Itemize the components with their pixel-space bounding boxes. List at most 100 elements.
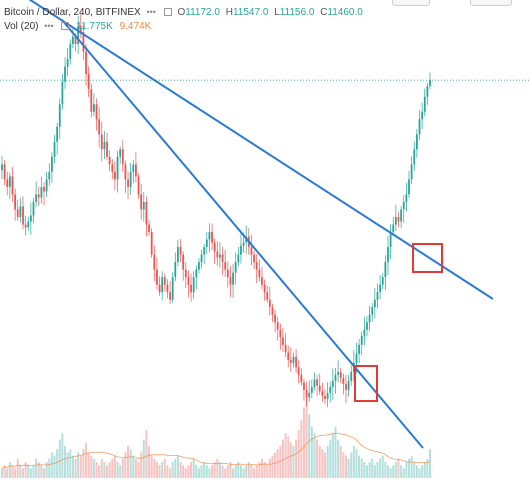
candle-body	[255, 262, 258, 270]
volume-bar	[187, 465, 190, 478]
symbol-legend: Bitcoin / Dollar, 240, BITFINEX ••• O111…	[4, 6, 363, 19]
candle-body	[74, 36, 77, 45]
candle-body	[132, 164, 135, 172]
volume-bar	[200, 465, 203, 478]
volume-bar	[158, 465, 161, 478]
candle-body	[305, 389, 308, 398]
trendline-2	[61, 19, 424, 449]
candle-body	[316, 379, 318, 386]
candle-body	[156, 269, 158, 285]
volume-bar	[421, 465, 424, 478]
candle-body	[358, 344, 360, 354]
candle-body	[289, 359, 292, 363]
candle-body	[334, 374, 337, 381]
candle-body	[387, 247, 389, 263]
volume-bar	[71, 455, 74, 478]
volume-bar	[16, 458, 19, 478]
volume-bar	[271, 455, 274, 478]
volume-bar	[182, 465, 185, 478]
settings-icon[interactable]	[163, 8, 172, 16]
candle-body	[103, 141, 106, 150]
candle-body	[219, 254, 221, 258]
candle-body	[308, 392, 311, 398]
volume-bar	[171, 462, 174, 478]
candle-body	[66, 59, 69, 67]
candle-body	[114, 171, 116, 180]
volume-bar	[213, 462, 216, 478]
trendline-1	[28, 0, 494, 300]
volume-bar	[90, 455, 93, 478]
candle-body	[366, 322, 368, 330]
candle-body	[127, 179, 129, 187]
candle-body	[184, 269, 187, 278]
symbol-label[interactable]: Bitcoin / Dollar, 240, BITFINEX	[4, 7, 141, 18]
candle-body	[93, 104, 95, 112]
volume-bar	[58, 439, 61, 478]
volume-bar	[37, 462, 40, 478]
candle-body	[187, 277, 190, 285]
volume-bar	[1, 468, 3, 478]
volume-bar	[35, 458, 38, 478]
volume-bar	[192, 458, 195, 478]
volume-label[interactable]: Vol (20)	[4, 21, 39, 32]
volume-bar	[106, 465, 109, 478]
candle-body	[339, 371, 342, 378]
volume-bar	[27, 465, 30, 478]
volume-bar	[245, 465, 248, 478]
candle-body	[313, 379, 316, 387]
candle-body	[58, 104, 61, 127]
volume-bar	[266, 465, 269, 478]
top-toolbar-pill[interactable]	[392, 0, 430, 6]
volume-bar	[176, 455, 179, 478]
volume-bar	[423, 462, 426, 478]
candle-body	[415, 134, 418, 150]
candle-body	[282, 337, 284, 345]
volume-settings-icon[interactable]	[61, 22, 70, 30]
candle-body	[266, 292, 269, 300]
volume-bar	[418, 468, 421, 478]
volume-more-icon[interactable]: •••	[44, 21, 54, 31]
volume-bar	[342, 452, 345, 478]
candle-body	[40, 186, 43, 198]
volume-bar	[79, 455, 82, 478]
volume-bar	[229, 462, 232, 478]
volume-bar	[3, 465, 6, 478]
volume-bar	[29, 468, 32, 478]
volume-bar	[239, 465, 242, 478]
volume-bar	[329, 439, 332, 478]
volume-bar	[121, 458, 124, 478]
volume-bar	[197, 468, 200, 478]
candle-body	[258, 269, 261, 278]
volume-bar	[242, 468, 245, 478]
volume-bar	[274, 452, 277, 478]
candle-body	[82, 32, 85, 52]
candle-body	[16, 209, 19, 217]
candle-body	[85, 51, 87, 75]
top-toolbar-pill[interactable]	[470, 0, 512, 6]
volume-bar	[376, 462, 379, 478]
candle-body	[216, 251, 219, 258]
volume-bar	[166, 465, 169, 478]
candle-body	[402, 201, 405, 210]
volume-bar	[379, 458, 382, 478]
volume-bar	[389, 468, 392, 478]
volume-bar	[77, 452, 80, 478]
volume-bar	[211, 465, 214, 478]
more-icon[interactable]: •••	[146, 7, 156, 17]
candle-body	[198, 262, 200, 270]
volume-bar	[179, 462, 182, 478]
volume-bar	[313, 433, 316, 478]
volume-bar	[263, 462, 266, 478]
volume-bar	[268, 458, 271, 478]
volume-bar	[331, 433, 334, 478]
volume-bar	[334, 426, 337, 478]
candle-body	[337, 371, 339, 375]
candle-body	[108, 156, 111, 165]
candle-body	[190, 284, 192, 293]
candle-body	[421, 111, 424, 120]
volume-bar	[221, 465, 224, 478]
candle-body	[171, 277, 174, 300]
volume-bar	[43, 468, 46, 478]
